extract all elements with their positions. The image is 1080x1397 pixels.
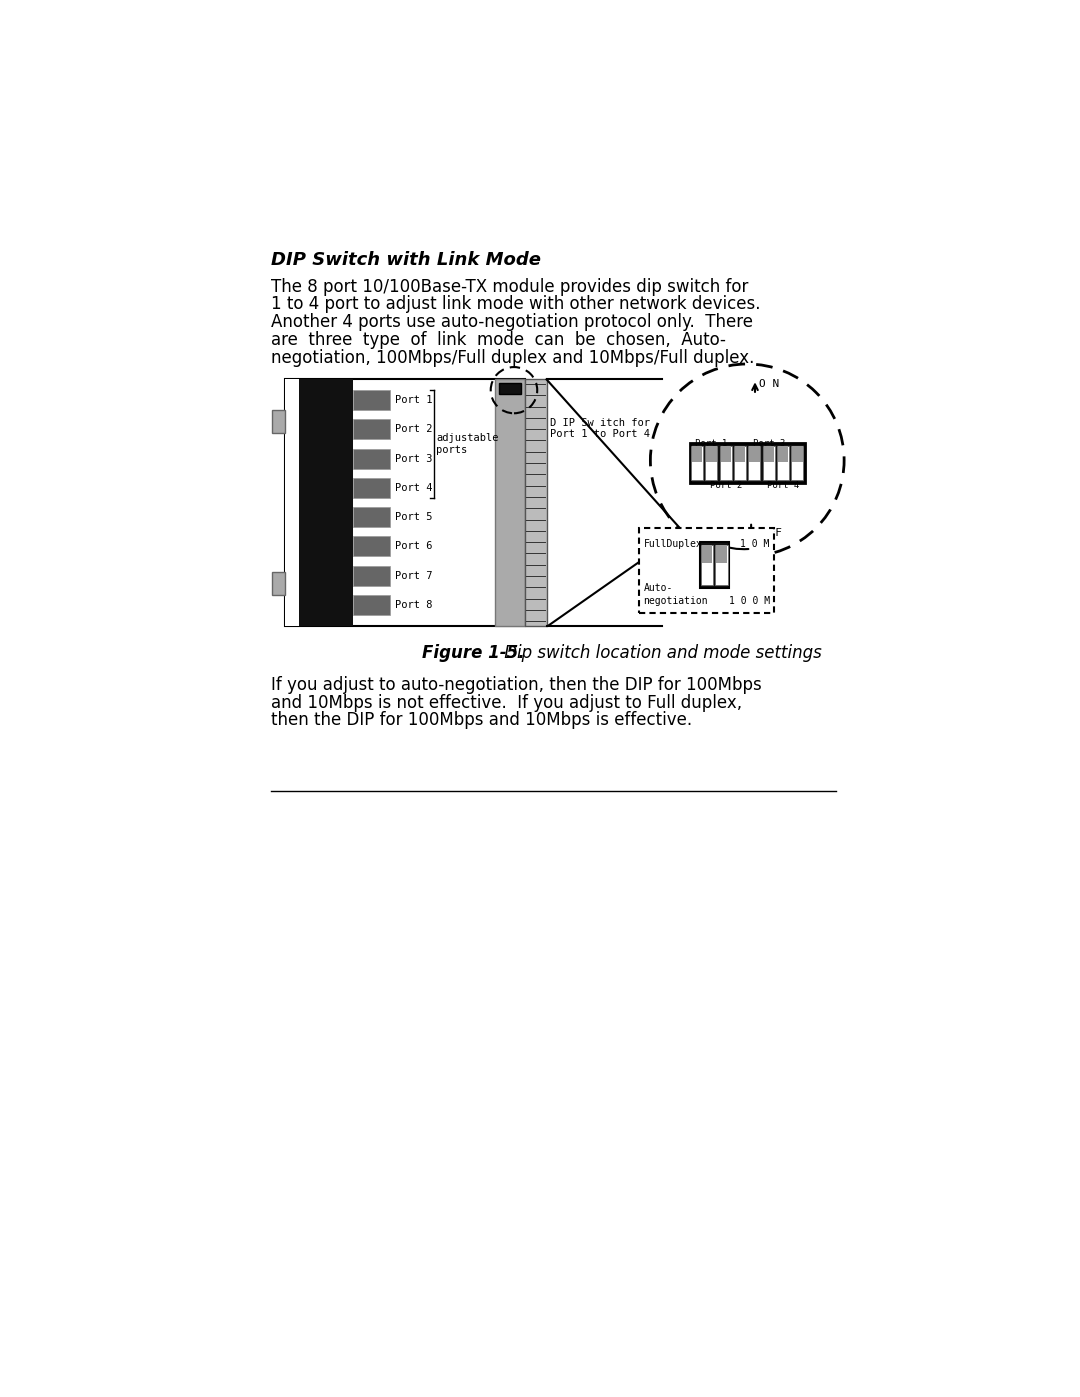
Bar — [716, 545, 727, 563]
Text: Port 5: Port 5 — [394, 513, 432, 522]
Text: 5: 5 — [752, 471, 757, 481]
Bar — [700, 542, 729, 588]
Text: 1 0 M: 1 0 M — [741, 539, 770, 549]
Bar — [764, 447, 774, 461]
Bar — [353, 507, 390, 527]
Text: are  three  type  of  link  mode  can  be  chosen,  Auto-: are three type of link mode can be chose… — [271, 331, 726, 349]
Bar — [720, 447, 731, 461]
Text: Port 6: Port 6 — [394, 542, 432, 552]
Text: Dip switch location and mode settings: Dip switch location and mode settings — [499, 644, 822, 662]
Bar — [715, 545, 728, 585]
Text: O FF: O FF — [755, 528, 782, 538]
Bar — [353, 595, 390, 615]
Text: Auto-
negotiation: Auto- negotiation — [644, 584, 708, 606]
Text: 1 0 0 M: 1 0 0 M — [729, 595, 770, 606]
Text: negotiation, 100Mbps/Full duplex and 10Mbps/Full duplex.: negotiation, 100Mbps/Full duplex and 10M… — [271, 349, 754, 366]
Bar — [762, 447, 774, 481]
Bar — [525, 380, 546, 626]
Text: Port 3: Port 3 — [394, 454, 432, 464]
Bar — [734, 447, 746, 481]
Bar — [496, 380, 525, 626]
Bar — [272, 411, 284, 433]
Bar — [692, 447, 702, 461]
Text: FullDuplex: FullDuplex — [644, 539, 702, 549]
Text: Port 1: Port 1 — [394, 395, 432, 405]
Text: Port 4: Port 4 — [767, 481, 799, 489]
Text: Port 2: Port 2 — [710, 481, 742, 489]
Text: 7: 7 — [781, 471, 785, 481]
Text: Another 4 ports use auto-negotiation protocol only.  There: Another 4 ports use auto-negotiation pro… — [271, 313, 753, 331]
Bar — [284, 380, 298, 626]
Text: 1 to 4 port to adjust link mode with other network devices.: 1 to 4 port to adjust link mode with oth… — [271, 295, 760, 313]
Text: If you adjust to auto-negotiation, then the DIP for 100Mbps: If you adjust to auto-negotiation, then … — [271, 676, 761, 694]
Bar — [353, 419, 390, 440]
Bar — [701, 545, 713, 585]
Text: adjustable
ports: adjustable ports — [436, 433, 499, 455]
Bar — [298, 380, 353, 626]
Bar — [353, 536, 390, 556]
Bar — [272, 571, 284, 595]
Text: Port 8: Port 8 — [394, 599, 432, 610]
Bar — [778, 447, 789, 481]
Bar — [750, 447, 759, 461]
Text: 6: 6 — [767, 471, 771, 481]
Text: 4: 4 — [738, 471, 742, 481]
Bar — [748, 447, 760, 481]
Text: and 10Mbps is not effective.  If you adjust to Full duplex,: and 10Mbps is not effective. If you adju… — [271, 693, 742, 711]
Text: Port 4: Port 4 — [394, 483, 432, 493]
Bar — [353, 448, 390, 469]
Text: 2: 2 — [719, 576, 724, 585]
Bar — [706, 447, 717, 461]
Text: then the DIP for 100Mbps and 10Mbps is effective.: then the DIP for 100Mbps and 10Mbps is e… — [271, 711, 692, 729]
Bar — [702, 545, 713, 563]
Bar — [719, 447, 732, 481]
Text: Port 3: Port 3 — [753, 440, 785, 448]
Text: 3: 3 — [724, 471, 728, 481]
Text: 1: 1 — [694, 471, 700, 481]
Bar — [353, 566, 390, 585]
Bar — [792, 447, 804, 481]
Bar — [778, 447, 788, 461]
Text: 1: 1 — [704, 576, 710, 585]
Text: Port 7: Port 7 — [394, 571, 432, 581]
Text: Port 1: Port 1 — [696, 440, 728, 448]
Bar — [638, 528, 774, 613]
Text: 8: 8 — [795, 471, 800, 481]
Text: The 8 port 10/100Base-TX module provides dip switch for: The 8 port 10/100Base-TX module provides… — [271, 278, 748, 296]
Bar — [353, 478, 390, 497]
Text: O N: O N — [759, 380, 779, 390]
Text: DIP Switch with Link Mode: DIP Switch with Link Mode — [271, 251, 541, 268]
Text: Port 2: Port 2 — [394, 425, 432, 434]
Bar — [499, 383, 521, 394]
Bar — [734, 447, 745, 461]
Text: D IP Sw itch for
Port 1 to Port 4: D IP Sw itch for Port 1 to Port 4 — [551, 418, 650, 440]
Text: 2: 2 — [710, 471, 714, 481]
Bar — [690, 443, 805, 483]
Bar — [793, 447, 802, 461]
Bar — [705, 447, 717, 481]
Text: Figure 1-5.: Figure 1-5. — [422, 644, 525, 662]
Bar — [691, 447, 703, 481]
Bar — [284, 380, 525, 626]
Bar — [353, 390, 390, 411]
